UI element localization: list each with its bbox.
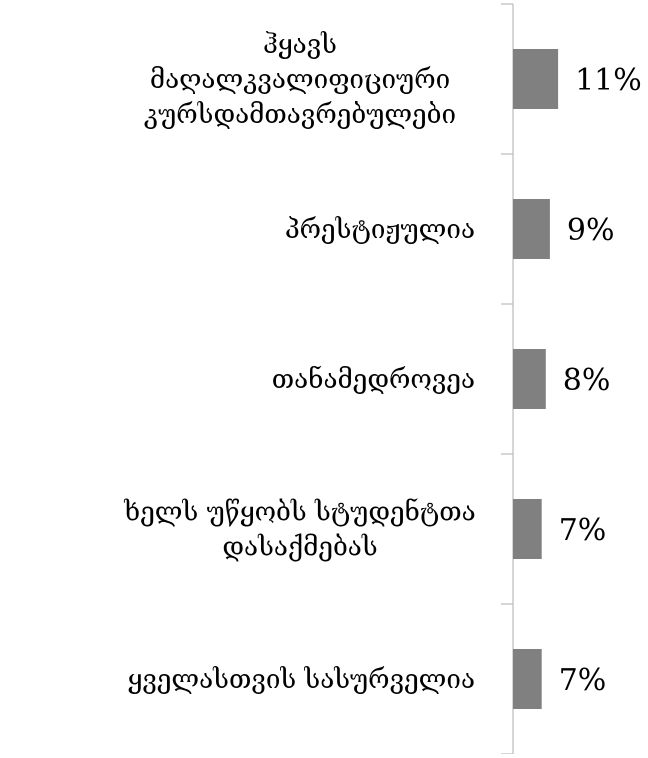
category-label-line: კურსდამთავრებულები xyxy=(144,100,456,130)
category-label-line: მაღალკვალიფიციური xyxy=(150,65,450,95)
category-label-line: თანამედროვეა xyxy=(272,365,475,395)
category-label-5: ყველასთვის სასურველია xyxy=(128,665,475,695)
category-label-2: პრესტიჟულია xyxy=(285,215,475,245)
value-label-2: 9% xyxy=(567,213,615,248)
category-label-3: თანამედროვეა xyxy=(272,365,475,395)
bar-5 xyxy=(513,649,542,709)
value-label-1: 11% xyxy=(575,63,642,98)
value-label-5: 7% xyxy=(559,663,607,698)
bar-2 xyxy=(513,199,550,259)
category-label-line: ჰყავს xyxy=(263,30,337,60)
value-label-4: 7% xyxy=(559,513,607,548)
category-label-line: დასაქმებას xyxy=(222,533,377,563)
bar-3 xyxy=(513,349,546,409)
value-label-3: 8% xyxy=(563,363,611,398)
bar-4 xyxy=(513,499,542,559)
bar-1 xyxy=(513,49,559,109)
category-label-4: ხელს უწყობს სტუდენტთა დასაქმებას xyxy=(123,498,475,563)
category-label-line: ყველასთვის სასურველია xyxy=(128,665,475,695)
category-label-line: პრესტიჟულია xyxy=(285,215,475,245)
category-label-1: ჰყავს მაღალკვალიფიციური კურსდამთავრებულები xyxy=(144,30,456,130)
category-label-line: ხელს უწყობს სტუდენტთა xyxy=(123,498,475,528)
